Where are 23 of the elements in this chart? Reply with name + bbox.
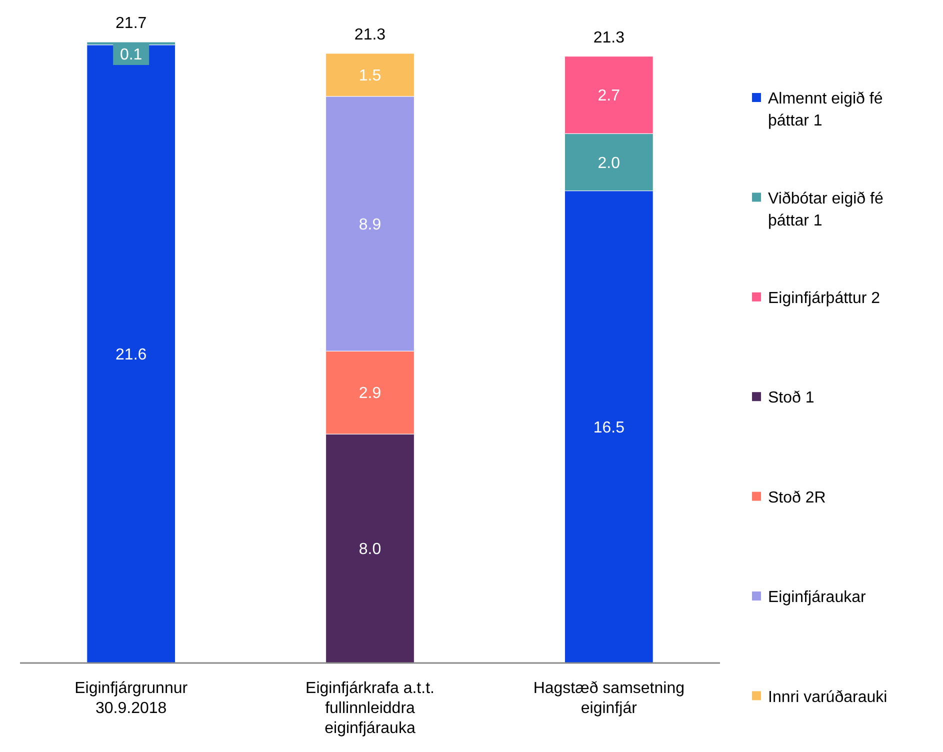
data-label: 2.0 — [598, 154, 620, 172]
data-label: 0.1 — [120, 46, 142, 64]
legend-label: Viðbótar eigið fé þáttar 1 — [768, 190, 884, 230]
total-label: 21.3 — [354, 26, 386, 44]
total-label: 21.7 — [116, 15, 147, 32]
legend-label: Stoð 1 — [768, 390, 814, 407]
data-label: 1.5 — [358, 68, 382, 85]
data-label: 16.5 — [593, 420, 625, 437]
data-label: 2.9 — [358, 385, 382, 402]
data-label: 2.7 — [598, 88, 620, 105]
legend-label: Almennt eigið fé þáttar 1 — [768, 90, 883, 130]
data-label: 21.6 — [116, 346, 147, 364]
data-label: 8.0 — [358, 541, 382, 558]
bar — [86, 44, 176, 664]
x-tick-label: Eiginfjárkrafa a.t.t. fullinnleiddra eiginfjárauka — [306, 680, 434, 737]
data-label: 8.9 — [358, 216, 382, 234]
x-tick-label: Hagstæð samsetning eiginfjár — [533, 680, 684, 717]
total-label: 21.3 — [593, 29, 625, 46]
legend-label: Innri varúðarauki — [768, 688, 888, 706]
legend-label: Eiginfjárþáttur 2 — [768, 290, 880, 307]
x-tick-label: Eiginfjárgrunnur 30.9.2018 — [74, 680, 188, 717]
legend-label: Eiginfjáraukar — [768, 589, 866, 606]
legend-label: Stoð 2R — [768, 489, 826, 506]
